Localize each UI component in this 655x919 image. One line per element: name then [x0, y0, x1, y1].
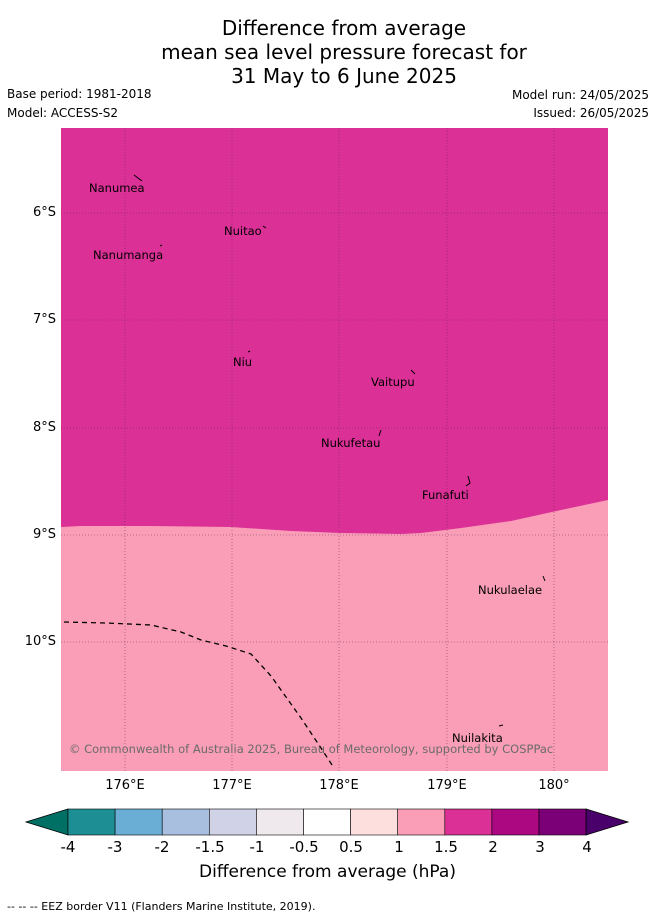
island-nuitao: [262, 225, 267, 229]
island-vaitupu: [410, 369, 416, 375]
island-funafuti: [465, 475, 471, 487]
lat-label-10s: 10°S: [24, 634, 56, 649]
colorbar-canvas: [24, 808, 630, 836]
lon-label-179e: 179°E: [427, 778, 467, 793]
island-nuilakita: [498, 724, 504, 727]
place-label-nukufetau: Nukufetau: [321, 436, 381, 450]
colorbar-segment: [256, 808, 304, 836]
colorbar-tick-label: 2: [488, 838, 498, 856]
colorbar-title: Difference from average (hPa): [199, 862, 456, 882]
islands: [133, 174, 546, 727]
colorbar-segment: [538, 808, 587, 836]
issued-date: Issued: 26/05/2025: [533, 106, 649, 120]
colorbar-under-arrow: [24, 808, 69, 836]
graticule: [61, 128, 608, 771]
colorbar-segment: [444, 808, 493, 836]
lon-label-176e: 176°E: [105, 778, 145, 793]
colorbar-segment: [491, 808, 540, 836]
copyright-credit: © Commonwealth of Australia 2025, Bureau…: [69, 742, 554, 756]
place-label-nukulaelae: Nukulaelae: [478, 583, 543, 597]
pressure-map: [61, 128, 608, 771]
colorbar-tick-label: 1.5: [434, 838, 458, 856]
colorbar-tick-label: -3: [107, 838, 123, 856]
lon-label-180: 180°: [538, 778, 570, 793]
lat-label-7s: 7°S: [32, 312, 56, 327]
title-line-2: mean sea level pressure forecast for: [161, 40, 527, 64]
place-label-niu: Niu: [233, 355, 253, 369]
colorbar-segment: [303, 808, 351, 836]
colorbar-tick-label: -4: [60, 838, 76, 856]
lat-label-9s: 9°S: [32, 527, 56, 542]
eez-border: [63, 621, 335, 769]
island-niu: [247, 350, 251, 353]
map-canvas: [61, 128, 608, 771]
place-label-nanumea: Nanumea: [89, 181, 145, 195]
model-name: Model: ACCESS-S2: [7, 106, 119, 120]
colorbar-segment: [161, 808, 210, 836]
place-label-nanumanga: Nanumanga: [93, 248, 164, 262]
colorbar-tick-label: -1: [249, 838, 265, 856]
colorbar-segment: [209, 808, 257, 836]
lat-label-6s: 6°S: [32, 205, 56, 220]
colorbar-tick-label: -1.5: [195, 838, 225, 856]
colorbar-tick-label: 1: [394, 838, 404, 856]
colorbar-tick-label: 0.5: [339, 838, 363, 856]
colorbar-segment: [114, 808, 163, 836]
colorbar-tick-label: -0.5: [289, 838, 319, 856]
colorbar-tick-label: 3: [535, 838, 545, 856]
model-run: Model run: 24/05/2025: [511, 88, 649, 102]
eez-footnote: -- -- -- EEZ border V11 (Flanders Marine…: [7, 900, 316, 913]
lon-label-178e: 178°E: [319, 778, 359, 793]
colorbar-tick-label: 4: [582, 838, 592, 856]
colorbar-segment: [397, 808, 446, 836]
place-label-nuilakita: Nuilakita: [452, 731, 503, 745]
island-nanumanga: [159, 244, 163, 247]
lon-label-177e: 177°E: [212, 778, 252, 793]
colorbar-over-arrow: [585, 808, 630, 836]
chart-title: Difference from average mean sea level p…: [0, 16, 655, 88]
colorbar-segment: [350, 808, 399, 836]
place-label-funafuti: Funafuti: [422, 488, 469, 502]
lat-label-8s: 8°S: [32, 420, 56, 435]
colorbar: [24, 805, 630, 839]
place-label-vaitupu: Vaitupu: [371, 375, 415, 389]
island-nanumea: [133, 174, 143, 182]
title-line-1: Difference from average: [221, 16, 467, 40]
title-line-3: 31 May to 6 June 2025: [231, 64, 457, 88]
colorbar-tick-label: -2: [154, 838, 170, 856]
base-period: Base period: 1981-2018: [7, 87, 152, 101]
colorbar-segment: [67, 808, 116, 836]
anomaly-region-lower: [61, 500, 608, 771]
place-label-nuitao: Nuitao: [224, 224, 262, 238]
island-nukufetau: [378, 429, 382, 437]
island-nukulaelae: [542, 575, 546, 582]
